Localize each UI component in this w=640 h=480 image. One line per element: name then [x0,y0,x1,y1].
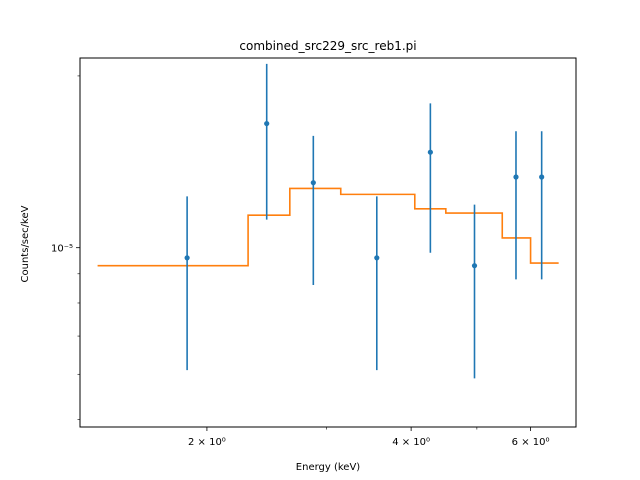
data-point [471,263,478,269]
y-tick-label: 10⁻⁵ [51,244,73,255]
data-point [374,255,380,261]
y-axis-title: Counts/sec/keV [20,205,31,282]
chart-title: combined_src229_src_reb1.pi [239,39,416,53]
plot-frame [79,57,577,428]
data-point [513,174,519,180]
data-point [539,174,545,180]
x-tick-label: 2 × 10⁰ [188,437,226,448]
data-point [310,180,316,186]
data-point [427,149,433,155]
data-point [184,255,190,261]
plot-layer: 2 × 10⁰ 4 × 10⁰ 6 × 10⁰ 10⁻⁵ [51,63,559,448]
x-axis-title: Energy (keV) [296,462,361,473]
x-tick-label: 4 × 10⁰ [392,437,430,448]
data-point [264,120,270,127]
x-tick-label: 6 × 10⁰ [512,437,550,448]
